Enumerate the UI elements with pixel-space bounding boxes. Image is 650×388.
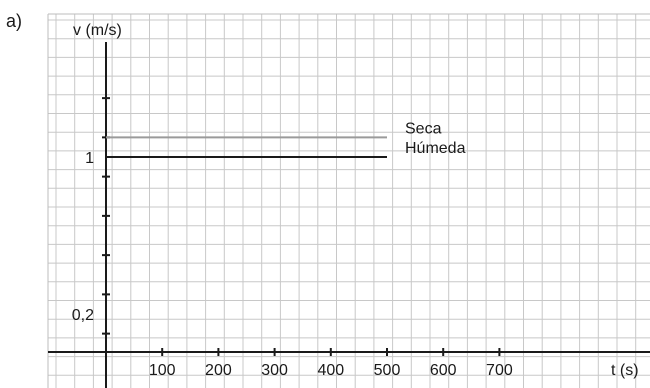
y-tick-label: 1 xyxy=(85,150,94,167)
series-label: Seca xyxy=(405,120,442,137)
x-tick-label: 600 xyxy=(430,362,457,379)
chart-labels: 100 200 300 400 500 600 700 1 0,2 Seca Húmeda xyxy=(72,120,513,379)
x-tick-label: 700 xyxy=(486,362,513,379)
x-axis-title: t (s) xyxy=(611,362,639,379)
x-tick-label: 200 xyxy=(205,362,232,379)
series-label: Húmeda xyxy=(405,140,466,157)
x-tick-label: 300 xyxy=(261,362,288,379)
x-tick-label: 400 xyxy=(317,362,344,379)
chart-grid xyxy=(47,13,650,388)
y-tick-label: 0,2 xyxy=(72,307,94,324)
x-tick-label: 100 xyxy=(149,362,176,379)
panel-label: a) xyxy=(6,11,22,31)
chart-series xyxy=(106,136,387,158)
x-tick-label: 500 xyxy=(374,362,401,379)
y-axis-title: v (m/s) xyxy=(73,22,122,39)
